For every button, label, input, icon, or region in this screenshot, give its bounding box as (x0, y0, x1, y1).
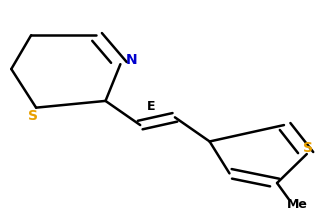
Text: N: N (125, 53, 137, 67)
Text: S: S (303, 141, 314, 155)
Text: S: S (28, 109, 38, 123)
Text: E: E (147, 100, 155, 113)
Text: Me: Me (287, 198, 308, 211)
